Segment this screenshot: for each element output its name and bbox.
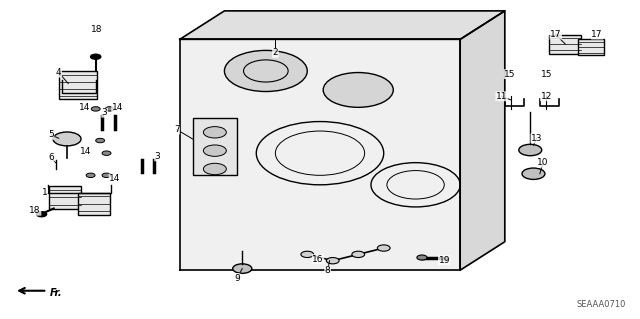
- Text: 12: 12: [541, 92, 552, 101]
- Text: 6: 6: [48, 153, 54, 162]
- Text: 4: 4: [56, 68, 61, 77]
- Circle shape: [36, 212, 47, 217]
- Circle shape: [102, 173, 111, 178]
- Circle shape: [204, 145, 227, 156]
- Polygon shape: [180, 11, 505, 39]
- Text: 17: 17: [591, 30, 603, 39]
- Text: 14: 14: [79, 103, 90, 112]
- Text: SEAAA0710: SEAAA0710: [577, 300, 626, 309]
- Circle shape: [352, 251, 365, 257]
- Circle shape: [204, 127, 227, 138]
- Text: 3: 3: [155, 152, 161, 161]
- Circle shape: [204, 163, 227, 175]
- Bar: [578, 39, 604, 55]
- Text: 15: 15: [504, 70, 516, 78]
- Circle shape: [323, 72, 394, 107]
- Circle shape: [86, 173, 95, 178]
- Bar: [193, 118, 237, 175]
- Text: 1: 1: [42, 188, 47, 197]
- Text: 17: 17: [550, 30, 561, 39]
- Circle shape: [225, 50, 307, 92]
- Bar: [549, 34, 581, 54]
- Text: Fr.: Fr.: [50, 288, 63, 298]
- Circle shape: [92, 107, 100, 111]
- Text: 16: 16: [312, 255, 324, 263]
- Circle shape: [378, 245, 390, 251]
- Circle shape: [91, 54, 100, 59]
- Circle shape: [301, 251, 314, 257]
- Text: 2: 2: [273, 48, 278, 57]
- Circle shape: [326, 257, 339, 264]
- Text: 19: 19: [438, 256, 450, 264]
- Circle shape: [102, 151, 111, 155]
- Text: 9: 9: [234, 274, 240, 283]
- Circle shape: [519, 144, 541, 156]
- Text: 8: 8: [324, 266, 330, 275]
- Bar: [78, 193, 109, 215]
- Text: 14: 14: [109, 174, 120, 183]
- Bar: [59, 71, 97, 100]
- Circle shape: [417, 255, 427, 260]
- Text: 11: 11: [496, 92, 508, 101]
- Circle shape: [233, 264, 252, 273]
- Text: 10: 10: [537, 158, 548, 167]
- Polygon shape: [460, 11, 505, 270]
- Text: 13: 13: [531, 134, 543, 143]
- Circle shape: [105, 107, 114, 111]
- Text: 3: 3: [102, 108, 108, 117]
- Text: 5: 5: [48, 130, 54, 139]
- Polygon shape: [180, 39, 460, 270]
- Bar: [49, 186, 81, 209]
- Circle shape: [522, 168, 545, 179]
- Circle shape: [96, 138, 104, 143]
- Text: 14: 14: [111, 103, 123, 112]
- Text: 15: 15: [540, 70, 552, 78]
- Circle shape: [53, 132, 81, 146]
- Text: 18: 18: [92, 25, 103, 34]
- Text: 7: 7: [173, 125, 179, 134]
- Text: 14: 14: [81, 147, 92, 156]
- Text: 18: 18: [29, 206, 41, 215]
